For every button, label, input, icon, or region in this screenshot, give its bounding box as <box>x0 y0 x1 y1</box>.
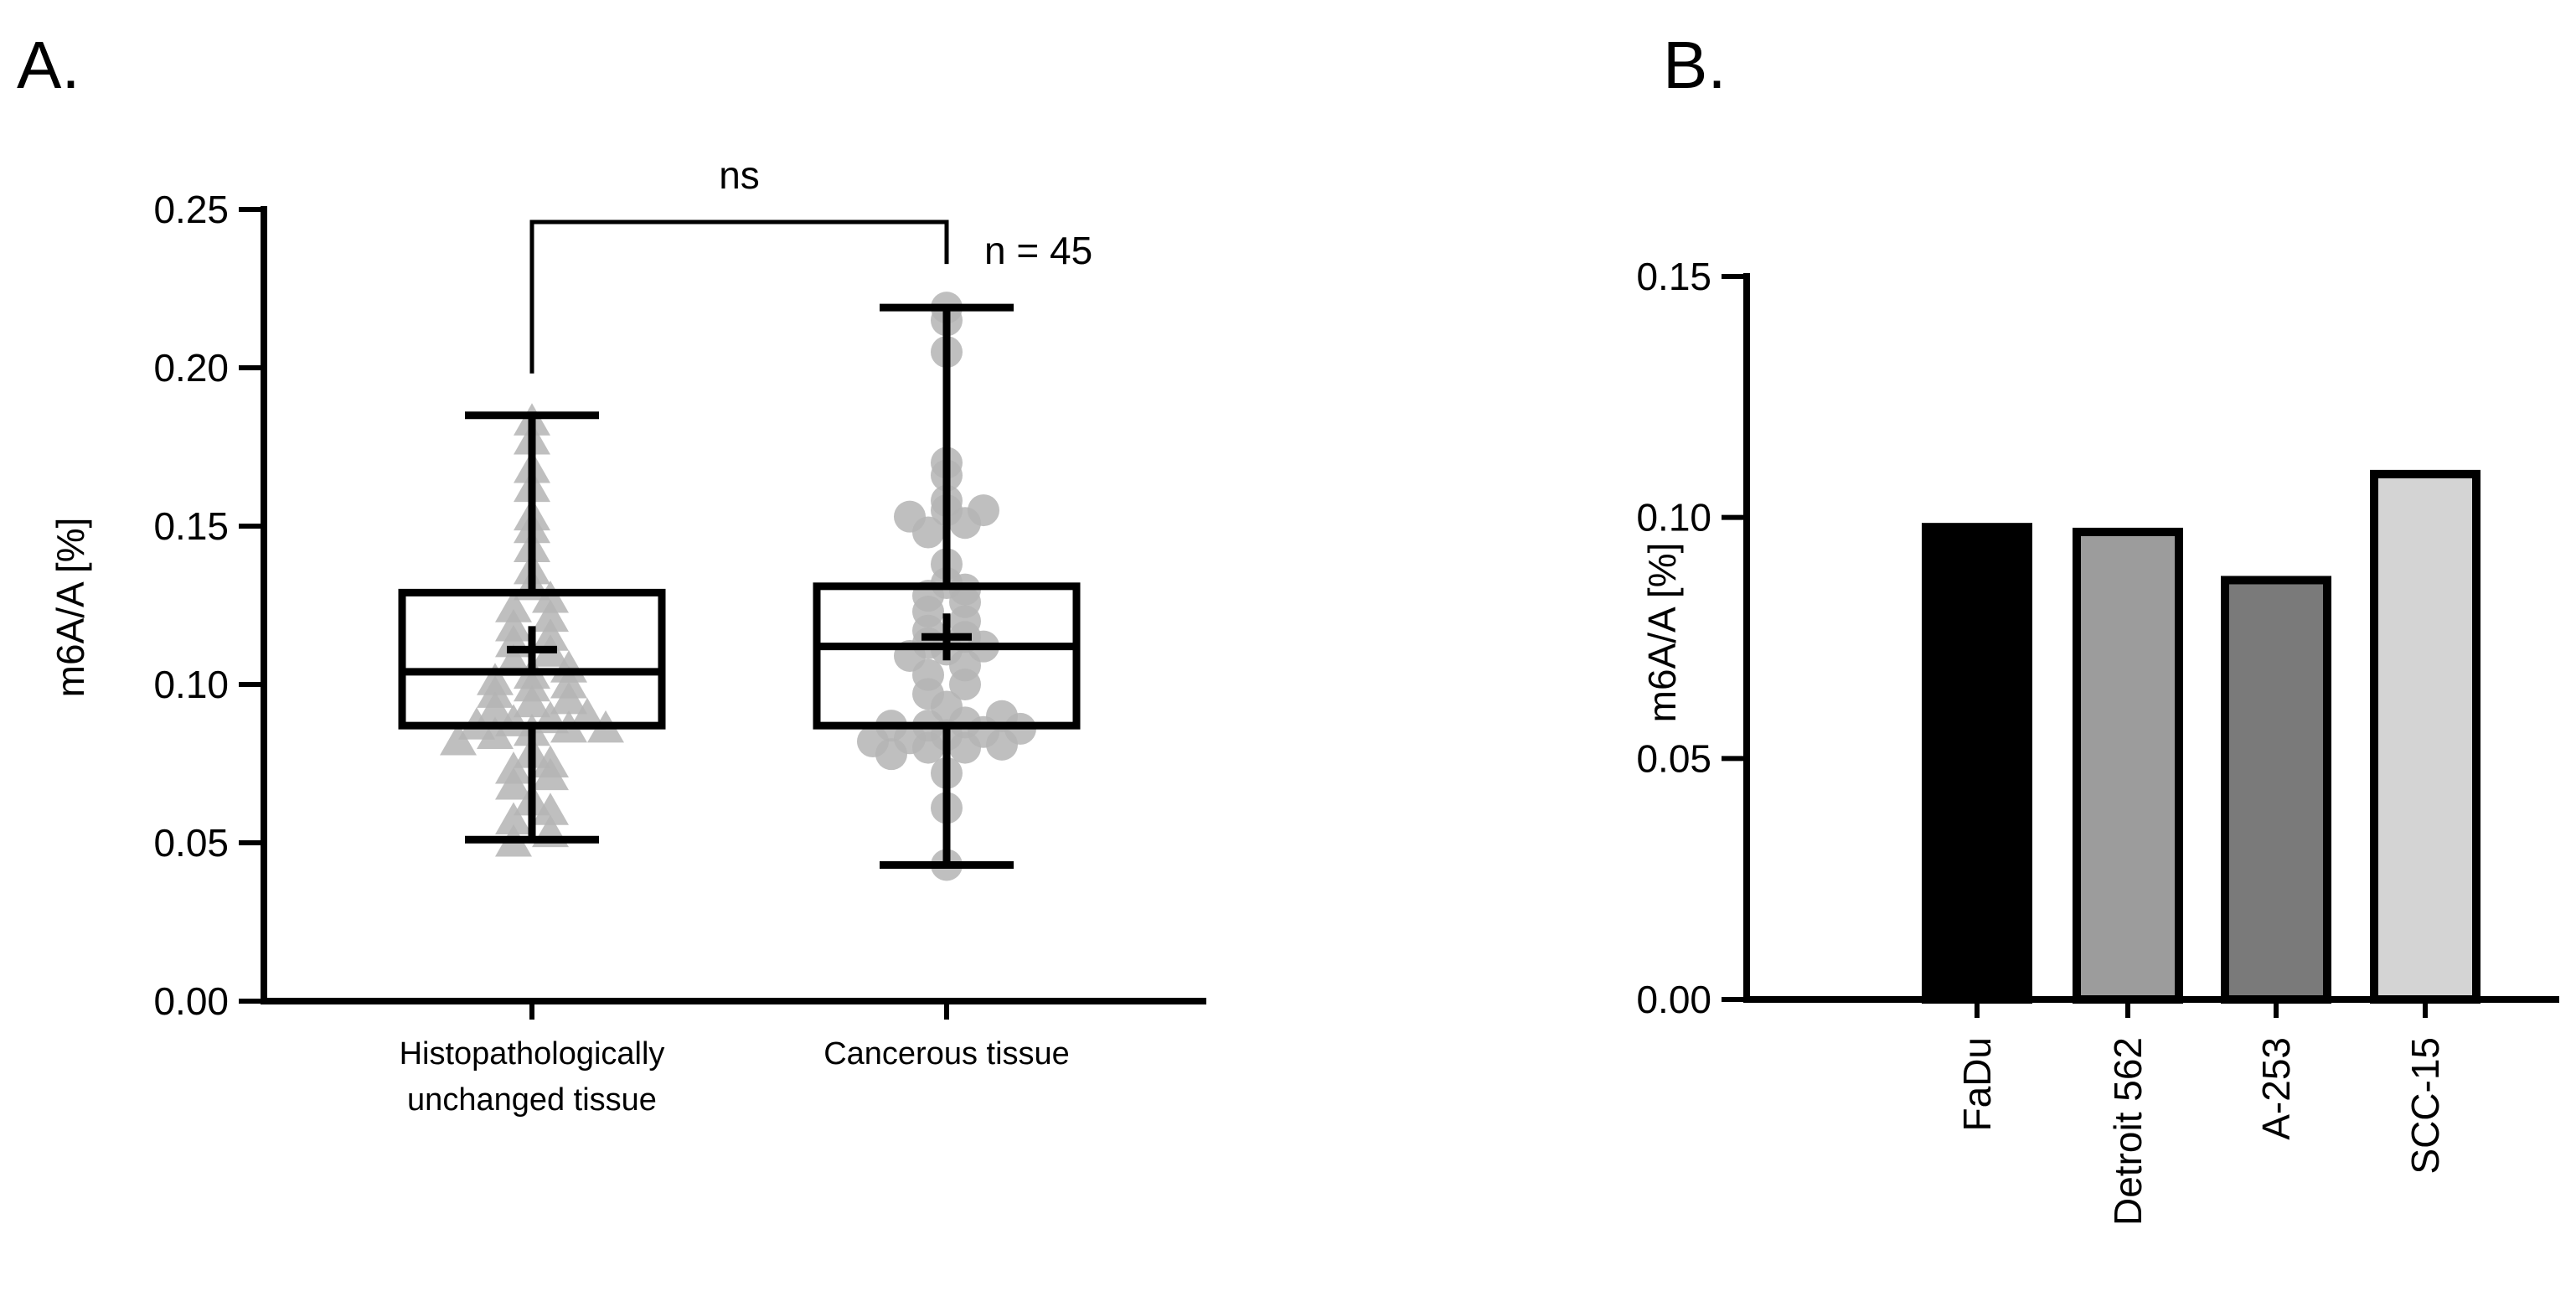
box-group: Histopathologically unchanged tissue <box>398 403 666 1118</box>
category-label: Detroit 562 <box>2106 1037 2150 1226</box>
data-point-triangle <box>532 793 569 825</box>
data-point-circle <box>968 494 999 527</box>
panel-a-y-tick-label: 0.10 <box>153 663 229 706</box>
bar <box>2073 527 2183 1004</box>
data-point-triangle <box>532 745 569 777</box>
panel-a-box-plot: A. m6A/A [%] 0.00 0.05 0.10 0.15 0.20 0.25 ns… <box>17 28 1206 1118</box>
panel-a-y-axis-label: m6A/A [%] <box>49 518 92 698</box>
bar <box>1922 523 2032 1004</box>
box-group: Cancerous tissue <box>813 292 1081 1072</box>
panel-a-y-tick-label: 0.25 <box>153 188 229 231</box>
bar <box>2370 469 2480 1004</box>
data-point-triangle <box>532 580 569 613</box>
significance-label: ns <box>719 153 760 197</box>
panel-a-axes: 0.00 0.05 0.10 0.15 0.20 0.25 <box>153 188 1206 1023</box>
box-iqr <box>813 582 1081 730</box>
box-iqr <box>398 588 666 730</box>
comparison-bracket <box>529 219 949 374</box>
category-label: Cancerous tissue <box>823 1036 1070 1072</box>
sample-size-annotation: n = 45 <box>984 229 1092 272</box>
bar <box>2221 576 2331 1004</box>
panel-a-y-tick-label: 0.00 <box>153 979 229 1023</box>
category-label: A-253 <box>2254 1037 2298 1140</box>
category-label: Histopathologically <box>400 1036 665 1072</box>
panel-a-label: A. <box>17 28 80 102</box>
category-label: SCC-15 <box>2403 1037 2447 1175</box>
panel-b-y-axis-label: m6A/A [%] <box>1640 543 1684 723</box>
data-point-triangle <box>532 618 569 651</box>
panel-a-y-tick-label: 0.15 <box>153 504 229 548</box>
panel-b-y-tick-label: 0.00 <box>1636 978 1711 1021</box>
panel-a-comparison: ns n = 45 <box>529 153 1092 374</box>
panel-a-groups: Histopathologically unchanged tissue Cance… <box>398 292 1081 1118</box>
panel-b-y-tick-label: 0.10 <box>1636 496 1711 540</box>
data-point-triangle <box>477 716 514 749</box>
data-point-triangle <box>532 599 569 633</box>
panel-a-y-tick-label: 0.20 <box>153 346 229 390</box>
panel-b-label: B. <box>1663 28 1727 102</box>
category-label: unchanged tissue <box>407 1082 657 1118</box>
category-label: FaDu <box>1955 1037 1999 1131</box>
data-point-triangle <box>495 751 532 784</box>
data-point-triangle <box>477 663 514 695</box>
data-point-triangle <box>495 608 532 642</box>
data-point-triangle <box>495 802 532 835</box>
data-point-triangle <box>440 723 477 756</box>
data-point-triangle <box>495 590 532 622</box>
panel-b-y-tick-label: 0.05 <box>1636 736 1711 780</box>
panel-b-y-tick-label: 0.15 <box>1636 255 1711 298</box>
panel-a-y-tick-label: 0.05 <box>153 821 229 865</box>
data-point-circle <box>894 500 926 533</box>
panel-b-bars: FaDu Detroit 562 A-253 SCC-15 <box>1922 469 2480 1226</box>
panel-b-bar-chart: B. m6A/A [%] 0.00 0.05 0.10 0.15 FaDu Detroi… <box>1636 28 2559 1226</box>
